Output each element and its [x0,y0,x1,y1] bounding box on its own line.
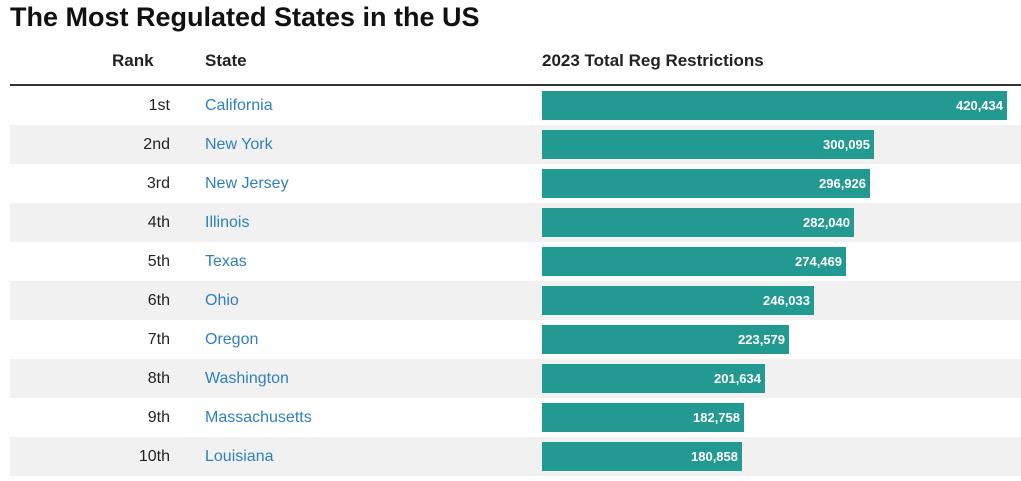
bar-value-label: 246,033 [763,293,810,308]
table-row: 8th Washington 201,634 [10,359,1021,398]
rank-cell: 9th [147,409,170,426]
header-divider [10,84,1021,86]
value-bar: 274,469 [542,247,846,276]
value-bar: 282,040 [542,208,854,237]
rank-cell: 10th [138,448,170,465]
value-bar: 223,579 [542,325,789,354]
rank-cell: 4th [147,214,170,231]
value-bar: 300,095 [542,130,874,159]
state-link[interactable]: Illinois [205,214,250,231]
bar-value-label: 182,758 [693,410,740,425]
rank-cell: 6th [147,292,170,309]
value-bar: 246,033 [542,286,814,315]
chart-title: The Most Regulated States in the US [10,2,480,32]
state-link[interactable]: Massachusetts [205,409,312,426]
state-link[interactable]: California [205,97,273,114]
value-bar: 182,758 [542,403,744,432]
bar-value-label: 282,040 [803,215,850,230]
bar-value-label: 223,579 [738,332,785,347]
rank-cell: 2nd [143,136,170,153]
table-row: 1st California 420,434 [10,86,1021,125]
table-row: 7th Oregon 223,579 [10,320,1021,359]
table-row: 10th Louisiana 180,858 [10,437,1021,476]
rank-cell: 5th [147,253,170,270]
state-link[interactable]: Texas [205,253,247,270]
value-bar: 201,634 [542,364,765,393]
value-bar: 180,858 [542,442,742,471]
table-header: Rank State 2023 Total Reg Restrictions [0,44,1021,86]
state-link[interactable]: Ohio [205,292,239,309]
bar-value-label: 274,469 [795,254,842,269]
rank-cell: 8th [147,370,170,387]
state-link[interactable]: Washington [205,370,289,387]
value-bar: 296,926 [542,169,870,198]
rank-cell: 3rd [146,175,170,192]
rank-cell: 1st [148,97,170,114]
table-row: 5th Texas 274,469 [10,242,1021,281]
state-link[interactable]: New Jersey [205,175,289,192]
state-link[interactable]: Oregon [205,331,259,348]
bar-value-label: 300,095 [823,137,870,152]
header-rank: Rank [112,51,154,70]
bar-value-label: 201,634 [714,371,761,386]
value-bar: 420,434 [542,91,1007,120]
table-body: 1st California 420,434 2nd New York 300,095 3r… [10,86,1021,476]
table-row: 3rd New Jersey 296,926 [10,164,1021,203]
table-row: 4th Illinois 282,040 [10,203,1021,242]
table-row: 9th Massachusetts 182,758 [10,398,1021,437]
table-row: 2nd New York 300,095 [10,125,1021,164]
header-state: State [205,51,247,70]
table-row: 6th Ohio 246,033 [10,281,1021,320]
state-link[interactable]: Louisiana [205,448,274,465]
bar-value-label: 180,858 [691,449,738,464]
bar-value-label: 296,926 [819,176,866,191]
header-total-reg-restrictions: 2023 Total Reg Restrictions [542,51,764,70]
bar-value-label: 420,434 [956,98,1003,113]
rank-cell: 7th [147,331,170,348]
state-link[interactable]: New York [205,136,273,153]
